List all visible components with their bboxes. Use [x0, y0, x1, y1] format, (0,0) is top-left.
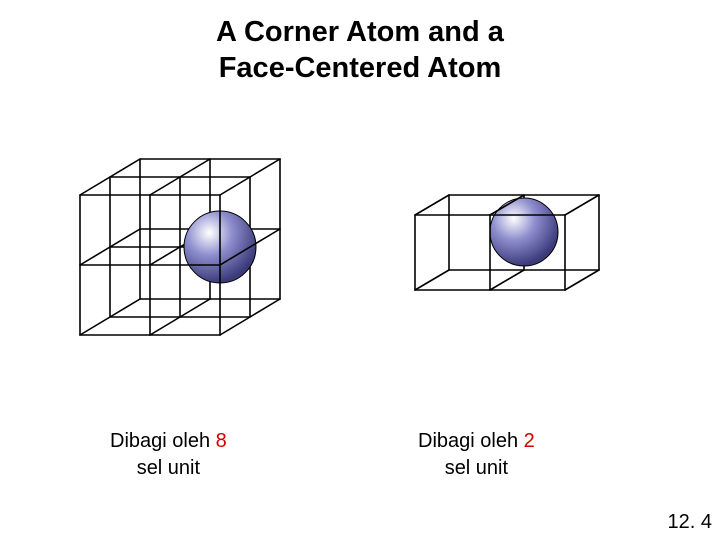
corner-atom-diagram: [40, 105, 360, 405]
face-centered-diagram: [395, 165, 675, 365]
page-title: A Corner Atom and a Face-Centered Atom: [0, 0, 720, 87]
caption-face-number: 2: [524, 430, 535, 452]
caption-face-suffix: sel unit: [445, 457, 508, 479]
title-line-2: Face-Centered Atom: [0, 50, 720, 86]
title-line-1: A Corner Atom and a: [0, 14, 720, 50]
caption-face: Dibagi oleh 2 sel unit: [418, 428, 535, 482]
caption-corner-prefix: Dibagi oleh: [110, 430, 216, 452]
page-number: 12. 4: [668, 511, 712, 534]
diagram-area: [0, 105, 720, 415]
caption-corner-number: 8: [216, 430, 227, 452]
caption-corner-suffix: sel unit: [137, 457, 200, 479]
caption-face-prefix: Dibagi oleh: [418, 430, 524, 452]
caption-corner: Dibagi oleh 8 sel unit: [110, 428, 227, 482]
